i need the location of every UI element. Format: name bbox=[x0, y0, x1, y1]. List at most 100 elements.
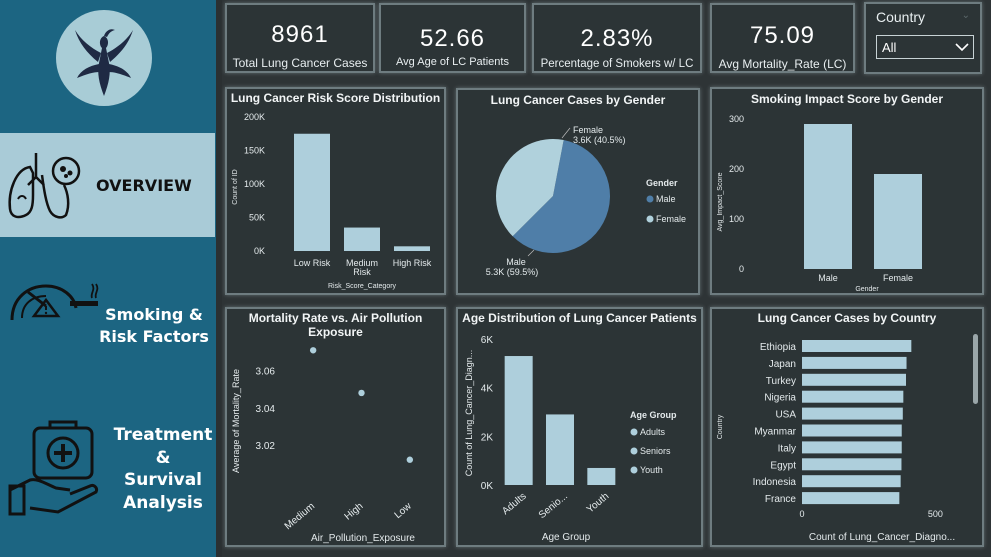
bar-nigeria bbox=[802, 390, 904, 403]
nav-label-treatment-line1: Treatment bbox=[113, 425, 213, 445]
bar-myanmar bbox=[802, 424, 902, 437]
bar-egypt bbox=[802, 458, 902, 471]
y-tick-label: Indonesia bbox=[753, 477, 797, 488]
x-tick-label: 0 bbox=[799, 509, 804, 519]
y-tick-label: 4K bbox=[481, 384, 494, 395]
y-axis-title: Avg_Impact_Score bbox=[717, 172, 724, 231]
y-tick-label: 2K bbox=[481, 432, 494, 443]
y-tick-label: USA bbox=[775, 410, 796, 421]
y-tick-label: 0K bbox=[481, 481, 494, 492]
slicer-menu-icon[interactable]: ⌄ bbox=[961, 10, 970, 21]
y-tick-label: Italy bbox=[778, 443, 796, 454]
pie-leader-male bbox=[527, 249, 535, 257]
nav-label-treatment: Treatment & Survival Analysis bbox=[108, 424, 218, 514]
nav-item-treatment[interactable]: Treatment & Survival Analysis bbox=[0, 416, 215, 526]
bar-seniors bbox=[546, 414, 574, 485]
bar-france bbox=[802, 492, 900, 505]
bar-youth bbox=[587, 467, 616, 485]
bar-adults bbox=[504, 356, 533, 485]
x-tick-label: Risk bbox=[353, 267, 371, 277]
scatter-point-high bbox=[358, 389, 365, 397]
chart-title-line2: Exposure bbox=[308, 325, 363, 339]
y-tick-label: Myanmar bbox=[754, 427, 796, 438]
pie-slice-female bbox=[496, 139, 564, 237]
bar-usa bbox=[802, 407, 903, 420]
chart-cases-country[interactable]: Lung Cancer Cases by Country Ethiopia Jap… bbox=[710, 307, 984, 547]
nav-item-smoking[interactable]: Smoking & Risk Factors bbox=[0, 270, 215, 360]
y-tick-label: 3.04 bbox=[256, 404, 276, 415]
chart-title: Mortality Rate vs. Air Pollution Exposur… bbox=[227, 311, 444, 339]
nav-label-treatment-line4: Analysis bbox=[123, 492, 203, 513]
nav-label-treatment-line3: Survival bbox=[123, 470, 203, 490]
kpi-card-mortality: 75.09 Avg Mortality_Rate (LC) bbox=[710, 3, 855, 73]
x-tick-label: Medium bbox=[283, 501, 317, 532]
country-select[interactable]: All bbox=[876, 35, 974, 59]
y-axis-title: Count of ID bbox=[232, 169, 239, 204]
legend-label-female: Female bbox=[656, 214, 686, 224]
sidebar-divider bbox=[216, 0, 222, 557]
bar-high-risk bbox=[394, 246, 430, 251]
y-tick-label: Nigeria bbox=[764, 393, 796, 404]
kpi-card-avg-age: 52.66 Avg Age of LC Patients bbox=[379, 3, 526, 73]
nav-item-overview[interactable]: OVERVIEW bbox=[0, 133, 215, 237]
y-axis-title: Count of Lung_Cancer_Diagn... bbox=[464, 350, 474, 477]
pie-label-male-value: 5.3K (59.5%) bbox=[486, 267, 539, 277]
kpi-label: Total Lung Cancer Cases bbox=[232, 56, 368, 70]
bar-italy bbox=[802, 441, 902, 454]
chart-cases-gender[interactable]: Lung Cancer Cases by Gender Male 5.3K (59… bbox=[456, 88, 700, 295]
legend-label-adults: Adults bbox=[640, 427, 666, 437]
chart-title: Age Distribution of Lung Cancer Patients bbox=[462, 311, 697, 325]
bar-female bbox=[874, 174, 922, 269]
pie-label-female-value: 3.6K (40.5%) bbox=[573, 135, 626, 145]
y-tick-label: 50K bbox=[249, 213, 265, 223]
chart-title: Lung Cancer Risk Score Distribution bbox=[230, 91, 441, 105]
y-tick-label: 3.02 bbox=[256, 441, 276, 452]
chart-mortality-pollution[interactable]: Mortality Rate vs. Air Pollution Exposur… bbox=[225, 307, 446, 547]
bar-medium-risk bbox=[344, 227, 380, 251]
legend-label-seniors: Seniors bbox=[640, 446, 671, 456]
chart-risk-score[interactable]: Lung Cancer Risk Score Distribution 0K 50… bbox=[225, 87, 446, 295]
slicer-title: Country bbox=[876, 9, 926, 25]
chart-title: Lung Cancer Cases by Country bbox=[757, 311, 937, 325]
legend-marker-youth bbox=[630, 466, 638, 474]
y-tick-label: Egypt bbox=[770, 460, 796, 471]
x-tick-label: Low Risk bbox=[294, 258, 331, 268]
y-tick-label: Japan bbox=[769, 359, 796, 370]
kpi-label: Percentage of Smokers w/ LC bbox=[540, 58, 694, 70]
legend-marker-adults bbox=[630, 428, 638, 436]
chart-smoking-impact[interactable]: Smoking Impact Score by Gender 0 100 200 30… bbox=[710, 87, 984, 295]
country-hbar-chart: Ethiopia Japan Turkey Nigeria USA Myanmar Ital… bbox=[717, 340, 955, 543]
chevron-down-icon bbox=[955, 43, 969, 52]
kpi-value: 8961 bbox=[271, 21, 329, 48]
y-tick-label: 0K bbox=[254, 246, 265, 256]
legend-label-male: Male bbox=[656, 194, 676, 204]
chart-age-distribution[interactable]: Age Distribution of Lung Cancer Patients… bbox=[456, 307, 703, 547]
bar-turkey bbox=[802, 373, 906, 386]
chart-title: Smoking Impact Score by Gender bbox=[750, 92, 944, 106]
country-select-value: All bbox=[882, 40, 897, 55]
nav-label-smoking-line1: Smoking & bbox=[105, 305, 203, 324]
y-tick-label: 3.06 bbox=[256, 367, 276, 378]
y-tick-label: 6K bbox=[481, 335, 494, 346]
legend-marker-male bbox=[646, 195, 654, 203]
phoenix-logo-icon bbox=[75, 29, 133, 96]
x-axis-title: Air_Pollution_Exposure bbox=[311, 533, 415, 544]
y-tick-label: Ethiopia bbox=[760, 342, 797, 353]
legend-marker-seniors bbox=[630, 447, 638, 455]
x-tick-label: Low bbox=[393, 500, 415, 521]
pie-leader-female bbox=[561, 127, 571, 139]
kpi-card-smokers-pct: 2.83% Percentage of Smokers w/ LC bbox=[532, 3, 702, 73]
y-tick-label: 100K bbox=[244, 179, 265, 189]
y-tick-label: Turkey bbox=[766, 376, 796, 387]
kpi-value: 2.83% bbox=[580, 25, 654, 52]
chart-scrollbar[interactable] bbox=[973, 334, 978, 404]
bar-male bbox=[804, 124, 852, 269]
x-axis-title: Risk_Score_Category bbox=[328, 283, 397, 290]
x-axis-title: Age Group bbox=[542, 532, 591, 543]
country-filter-slicer: Country ⌄ All bbox=[864, 2, 982, 74]
y-tick-label: France bbox=[765, 494, 797, 505]
y-axis-title: Country bbox=[717, 414, 724, 439]
x-tick-label: Medium bbox=[346, 258, 378, 268]
logo bbox=[56, 10, 152, 106]
